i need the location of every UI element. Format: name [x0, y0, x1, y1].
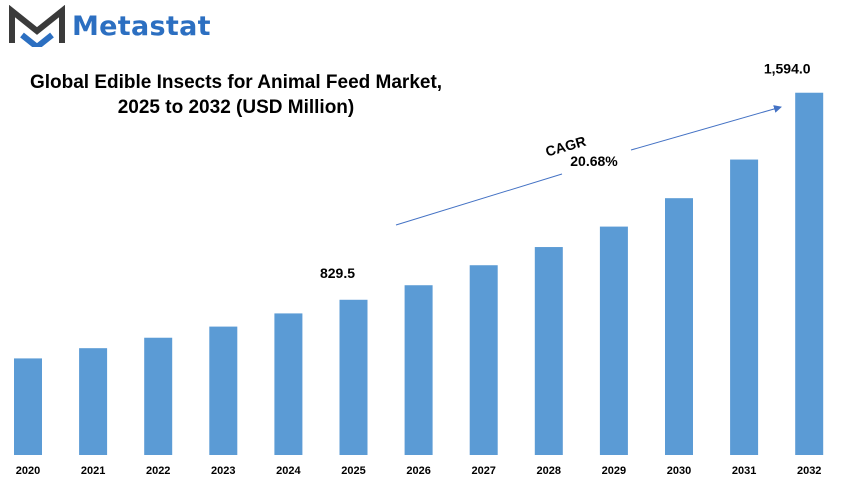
bar-2028	[534, 247, 563, 455]
data-labels: 829.5 1,594.0	[320, 61, 811, 281]
cagr-value: 20.68%	[570, 153, 618, 169]
cagr-arrow-line-left	[395, 173, 563, 226]
chart-title-line-1: Global Edible Insects for Animal Feed Ma…	[29, 72, 443, 93]
cagr-arrow-line-right	[630, 105, 782, 151]
chart-title-line-2: 2025 to 2032 (USD Million)	[117, 97, 355, 118]
metastat-logo-icon	[9, 5, 65, 47]
x-tick-label: 2021	[81, 465, 105, 477]
data-label-2025: 829.5	[320, 265, 355, 281]
x-tick-label: 2023	[211, 465, 235, 477]
x-tick-label: 2024	[276, 465, 301, 477]
x-tick-label: 2026	[406, 465, 430, 477]
brand-name: Metastat	[72, 10, 211, 42]
bar-2030	[665, 198, 693, 455]
x-tick-label: 2029	[602, 465, 626, 477]
bar-2021	[79, 348, 108, 455]
bar-2020	[14, 358, 42, 455]
bar-2023	[209, 326, 238, 455]
x-tick-label: 2028	[537, 465, 561, 477]
bar-2025	[339, 299, 368, 455]
bar-2026	[404, 285, 433, 455]
x-tick-label: 2030	[667, 465, 691, 477]
x-tick-label: 2022	[146, 465, 170, 477]
bar-2031	[730, 159, 759, 455]
bar-2022	[144, 337, 173, 455]
x-tick-label: 2032	[797, 465, 821, 477]
bars-group	[14, 92, 824, 456]
bar-2027	[469, 265, 498, 455]
data-label-2032: 1,594.0	[764, 61, 811, 77]
x-tick-label: 2027	[471, 465, 495, 477]
chart-title: Global Edible Insects for Animal Feed Ma…	[20, 70, 452, 120]
x-tick-label: 2020	[16, 465, 40, 477]
bar-2029	[599, 226, 628, 455]
bar-2024	[274, 313, 303, 455]
x-axis-ticks: 2020 2021 2022 2023 2024 2025 2026 2027 2028 2029…	[16, 465, 822, 477]
bar-2032	[795, 92, 824, 456]
x-tick-label: 2025	[341, 465, 365, 477]
x-tick-label: 2031	[732, 465, 756, 477]
logo: Metastat	[8, 4, 211, 48]
